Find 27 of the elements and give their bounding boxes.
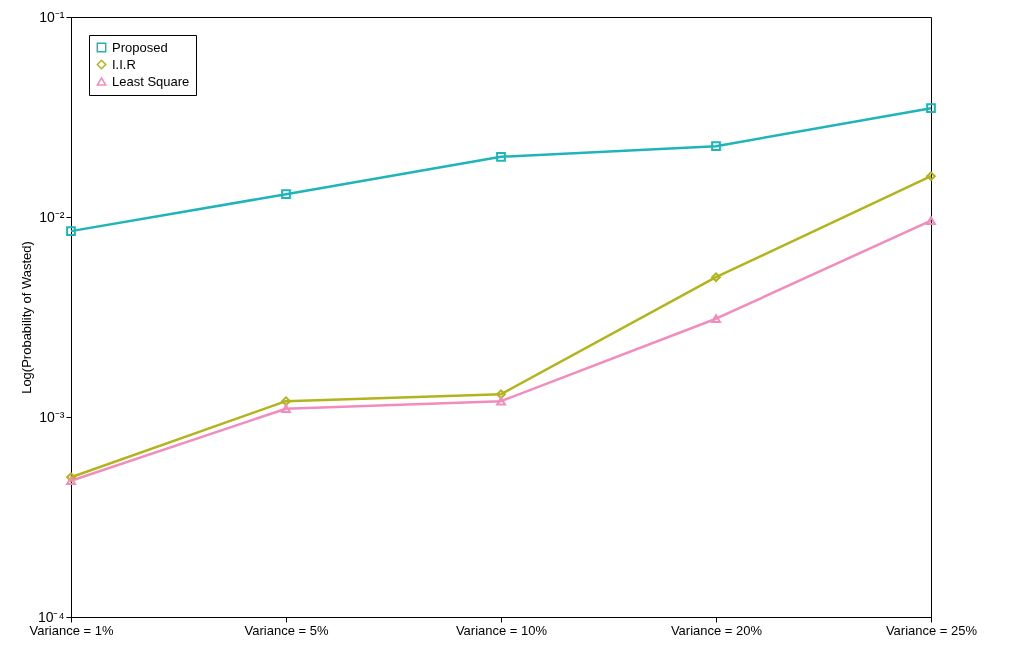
y-tick-label: 10⁻¹ [39,8,65,25]
legend-label: I.I.R [112,56,136,72]
point [496,151,506,162]
x-tick-label: Variance = 1% [29,622,114,638]
point [281,189,291,200]
point [496,396,506,406]
point [711,272,721,283]
point [281,404,291,414]
legend-label: Least Square [112,73,190,89]
point [496,389,506,400]
x-tick-label: Variance = 10% [455,622,548,638]
y-axis-title: Log(Probability of Wasted) [18,241,34,394]
point [926,103,936,114]
point [926,171,936,182]
point [66,476,76,486]
y-tick-label: 10⁻² [39,208,65,225]
point [66,226,76,236]
point [281,396,291,407]
y-tick-label: 10⁻³ [39,408,65,425]
x-tick-label: Variance = 20% [670,622,763,638]
legend-label: Proposed [112,39,168,55]
point [711,314,721,324]
y-tick-label: 10⁻⁴ [37,608,65,625]
x-tick-label: Variance = 25% [885,622,978,638]
point [926,216,936,225]
x-tick-label: Variance = 5% [244,622,329,638]
point [711,141,721,152]
